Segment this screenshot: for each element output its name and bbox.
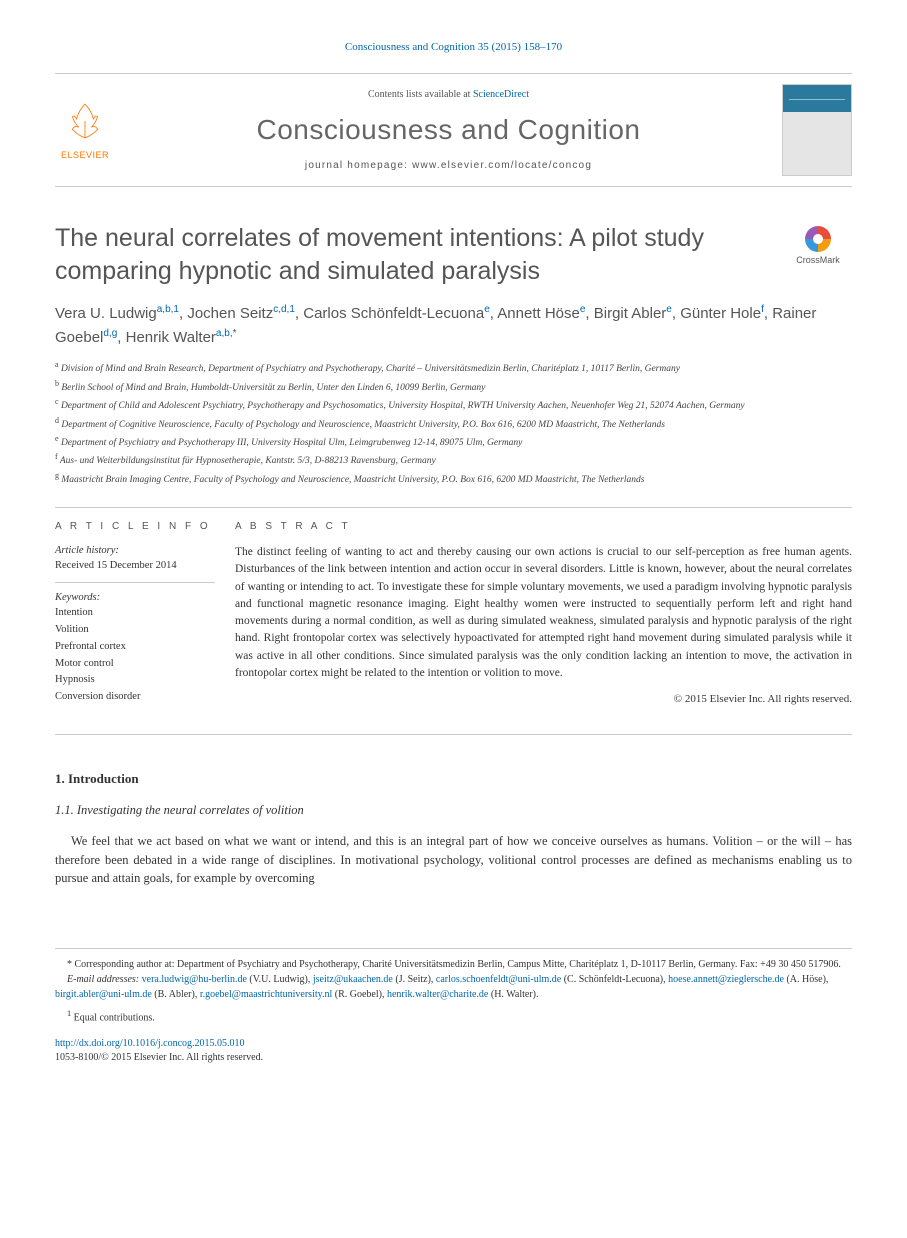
doi-block: http://dx.doi.org/10.1016/j.concog.2015.… [55,1037,852,1065]
history-label: Article history: [55,544,215,559]
affiliation: g Maastricht Brain Imaging Centre, Facul… [55,470,852,487]
keywords-block: Keywords: IntentionVolitionPrefrontal co… [55,591,215,714]
email-who: (A. Höse) [786,974,825,985]
author: Carlos Schönfeldt-Lecuonae [303,305,490,322]
homepage-line: journal homepage: www.elsevier.com/locat… [115,159,782,173]
info-abstract-row: A R T I C L E I N F O Article history: R… [55,507,852,735]
section-1-1-heading: 1.1. Investigating the neural correlates… [55,802,852,820]
keyword: Intention [55,605,215,622]
contents-prefix: Contents lists available at [368,89,473,100]
affiliation: e Department of Psychiatry and Psychothe… [55,433,852,450]
keyword: Conversion disorder [55,689,215,706]
article-info: A R T I C L E I N F O Article history: R… [55,520,235,722]
email-link[interactable]: carlos.schoenfeldt@uni-ulm.de [436,974,561,985]
author: Annett Hösee [497,305,585,322]
corr-text: Corresponding author at: Department of P… [75,959,841,970]
keyword: Hypnosis [55,672,215,689]
email-who: (C. Schönfeldt-Lecuona) [564,974,663,985]
journal-cover-thumbnail [782,84,852,176]
emails-footnote: E-mail addresses: vera.ludwig@hu-berlin.… [55,972,852,1002]
affiliation: c Department of Child and Adolescent Psy… [55,396,852,413]
journal-name: Consciousness and Cognition [115,110,782,149]
author: Jochen Seitzc,d,1 [187,305,295,322]
article-history-block: Article history: Received 15 December 20… [55,544,215,582]
masthead-center: Contents lists available at ScienceDirec… [115,88,782,173]
header-citation: Consciousness and Cognition 35 (2015) 15… [55,40,852,55]
contents-line: Contents lists available at ScienceDirec… [115,88,782,102]
sciencedirect-link[interactable]: ScienceDirect [473,89,529,100]
crossmark-badge[interactable]: CrossMark [784,226,852,267]
article-title: The neural correlates of movement intent… [55,222,852,287]
affiliation: f Aus- und Weiterbildungsinstitut für Hy… [55,451,852,468]
keyword: Motor control [55,656,215,673]
keyword: Prefrontal cortex [55,639,215,656]
affiliation: a Division of Mind and Brain Research, D… [55,359,852,376]
affiliation: d Department of Cognitive Neuroscience, … [55,415,852,432]
elsevier-tree-icon [64,100,106,142]
footnote-marker-1: 1 [67,1009,71,1018]
section-1-heading: 1. Introduction [55,770,852,788]
doi-link[interactable]: http://dx.doi.org/10.1016/j.concog.2015.… [55,1038,245,1049]
homepage-url: www.elsevier.com/locate/concog [412,160,592,171]
received-date: Received 15 December 2014 [55,559,215,574]
email-link[interactable]: birgit.abler@uni-ulm.de [55,989,152,1000]
corresponding-author-footnote: * Corresponding author at: Department of… [55,957,852,972]
equal-text: Equal contributions. [74,1012,155,1023]
abstract: A B S T R A C T The distinct feeling of … [235,520,852,722]
equal-contrib-footnote: 1 Equal contributions. [55,1008,852,1025]
email-link[interactable]: henrik.walter@charite.de [387,989,488,1000]
abstract-copyright: © 2015 Elsevier Inc. All rights reserved… [235,692,852,707]
email-link[interactable]: vera.ludwig@hu-berlin.de [142,974,247,985]
author: Henrik Waltera,b,* [126,329,237,346]
author: Birgit Ablere [594,305,672,322]
email-link[interactable]: r.goebel@maastrichtuniversity.nl [200,989,332,1000]
email-who: (R. Goebel) [335,989,382,1000]
email-link[interactable]: jseitz@ukaachen.de [313,974,393,985]
footnotes: * Corresponding author at: Department of… [55,948,852,1065]
article-info-heading: A R T I C L E I N F O [55,520,215,534]
email-who: (J. Seitz) [395,974,431,985]
homepage-prefix: journal homepage: [305,160,412,171]
affiliation: b Berlin School of Mind and Brain, Humbo… [55,378,852,395]
elsevier-logo: ELSEVIER [55,100,115,162]
email-link[interactable]: hoese.annett@zieglersche.de [668,974,784,985]
author-list: Vera U. Ludwiga,b,1, Jochen Seitzc,d,1, … [55,302,852,349]
email-who: (B. Abler) [154,989,195,1000]
abstract-text: The distinct feeling of wanting to act a… [235,544,852,682]
author: Vera U. Ludwiga,b,1 [55,305,179,322]
keywords-label: Keywords: [55,591,215,606]
email-who: (V.U. Ludwig) [249,974,307,985]
email-who: (H. Walter) [491,989,536,1000]
keyword: Volition [55,622,215,639]
keywords-list: IntentionVolitionPrefrontal cortexMotor … [55,605,215,706]
crossmark-label: CrossMark [784,254,852,267]
elsevier-label: ELSEVIER [55,149,115,162]
issn-copyright: 1053-8100/© 2015 Elsevier Inc. All right… [55,1052,263,1063]
journal-masthead: ELSEVIER Contents lists available at Sci… [55,73,852,187]
asterisk-icon: * [67,959,75,970]
emails-label: E-mail addresses: [67,974,139,985]
affiliations: a Division of Mind and Brain Research, D… [55,359,852,487]
abstract-heading: A B S T R A C T [235,520,852,534]
author: Günter Holef [680,305,764,322]
body-paragraph: We feel that we act based on what we wan… [55,832,852,888]
crossmark-icon [805,226,831,252]
